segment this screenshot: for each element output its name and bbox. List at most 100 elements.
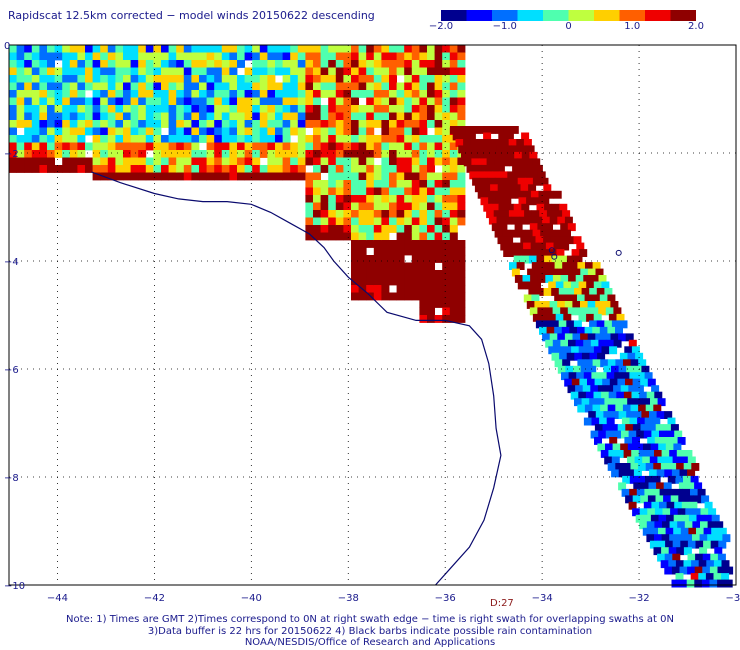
- wind-cell: [138, 105, 147, 113]
- wind-cell: [191, 150, 200, 158]
- wind-cell: [411, 157, 420, 166]
- wind-cell: [313, 97, 321, 106]
- wind-cell: [483, 151, 492, 160]
- wind-cell: [381, 187, 390, 196]
- wind-cell: [670, 508, 679, 517]
- wind-cell: [9, 120, 17, 128]
- wind-cell: [389, 112, 397, 121]
- wind-cell: [115, 120, 124, 128]
- wind-cell: [373, 105, 382, 113]
- wind-cell: [419, 285, 428, 293]
- wind-cell: [449, 307, 458, 316]
- wind-cell: [707, 521, 716, 530]
- wind-cell: [558, 236, 567, 245]
- wind-cell: [608, 391, 617, 400]
- wind-cell: [519, 145, 527, 154]
- wind-cell: [176, 135, 185, 143]
- wind-cell: [92, 142, 101, 151]
- wind-cell: [100, 82, 109, 91]
- wind-cell: [593, 346, 602, 355]
- wind-cell: [588, 411, 597, 419]
- wind-cell: [591, 417, 600, 426]
- wind-cell: [16, 112, 25, 121]
- wind-cell: [351, 247, 359, 256]
- wind-cell: [396, 105, 405, 113]
- wind-cell: [381, 112, 390, 121]
- wind-cell: [389, 217, 397, 226]
- wind-cell: [635, 352, 644, 361]
- wind-cell: [39, 75, 48, 83]
- wind-cell: [598, 430, 607, 439]
- wind-cell: [419, 172, 428, 181]
- wind-cell: [717, 566, 726, 575]
- wind-cell: [328, 225, 337, 233]
- wind-cell: [168, 165, 177, 173]
- wind-cell: [526, 249, 534, 257]
- wind-cell: [449, 82, 458, 91]
- wind-cell: [335, 217, 344, 226]
- wind-cell: [634, 456, 643, 465]
- wind-cell: [396, 52, 405, 61]
- wind-cell: [583, 372, 592, 381]
- wind-cell: [702, 553, 711, 562]
- longitude-tick-label: −36: [435, 593, 456, 604]
- wind-cell: [675, 560, 684, 569]
- wind-cell: [479, 158, 487, 167]
- wind-cell: [297, 165, 306, 173]
- wind-cell: [130, 82, 139, 91]
- wind-cell: [404, 202, 413, 211]
- wind-cell: [457, 202, 466, 211]
- wind-cell: [724, 579, 733, 588]
- wind-cell: [107, 150, 116, 158]
- wind-cell: [389, 52, 397, 61]
- wind-cell: [54, 135, 63, 143]
- wind-cell: [680, 456, 689, 465]
- wind-cell: [491, 151, 500, 160]
- wind-cell: [24, 67, 33, 76]
- wind-cell: [282, 105, 291, 113]
- wind-cell: [305, 217, 314, 226]
- wind-cell: [259, 67, 268, 76]
- wind-cell: [313, 202, 321, 211]
- wind-cell: [427, 225, 435, 233]
- island-outline: [615, 249, 622, 256]
- longitude-tick-label: −44: [47, 593, 68, 604]
- wind-cell: [214, 97, 223, 106]
- wind-cell: [404, 112, 413, 121]
- wind-cell: [657, 553, 666, 562]
- wind-cell: [366, 202, 375, 211]
- wind-cell: [351, 112, 359, 121]
- wind-cell: [290, 120, 299, 128]
- wind-cell: [39, 67, 48, 76]
- wind-cell: [521, 203, 530, 212]
- wind-cell: [31, 135, 40, 143]
- wind-cell: [381, 142, 390, 151]
- wind-cell: [77, 150, 86, 158]
- wind-cell: [519, 164, 528, 173]
- wind-cell: [449, 75, 458, 83]
- wind-cell: [191, 165, 200, 173]
- wind-cell: [351, 67, 359, 76]
- wind-cell: [581, 398, 590, 407]
- wind-cell: [434, 60, 443, 68]
- color-scale-swatch: [492, 10, 518, 21]
- wind-cell: [541, 197, 550, 206]
- wind-cell: [351, 90, 359, 98]
- wind-cell: [396, 240, 405, 248]
- wind-cell: [542, 301, 550, 309]
- wind-cell: [199, 52, 207, 61]
- wind-cell: [661, 547, 670, 556]
- wind-cell: [313, 232, 321, 241]
- wind-cell: [85, 105, 93, 113]
- wind-cell: [619, 352, 628, 361]
- wind-cell: [496, 216, 505, 225]
- wind-cell: [483, 203, 492, 212]
- wind-cell: [577, 326, 585, 335]
- wind-cell: [328, 210, 337, 218]
- wind-cell: [259, 172, 268, 181]
- wind-cell: [62, 127, 71, 136]
- wind-cell: [526, 301, 535, 309]
- wind-cell: [366, 142, 375, 151]
- wind-cell: [585, 391, 594, 400]
- wind-cell: [511, 268, 520, 277]
